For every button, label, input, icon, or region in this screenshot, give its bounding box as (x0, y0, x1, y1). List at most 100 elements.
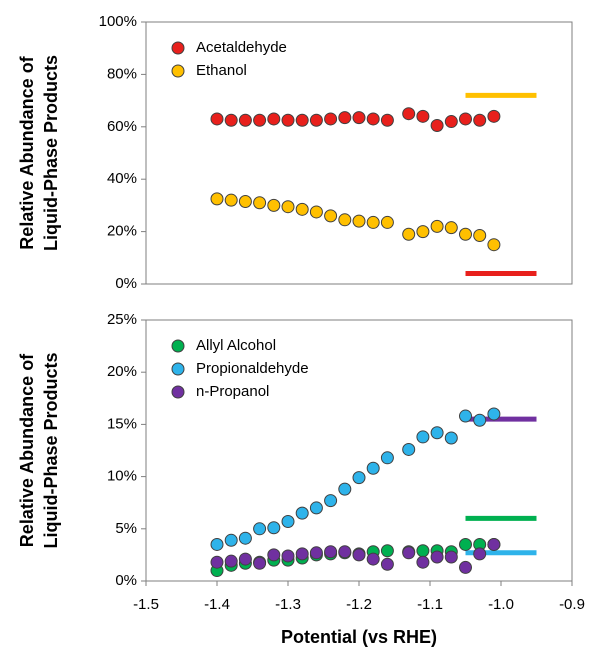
data-point (253, 113, 267, 127)
data-point (487, 407, 501, 421)
data-point (295, 113, 309, 127)
legend-label: Acetaldehyde (196, 39, 287, 56)
data-point (430, 118, 444, 132)
legend-marker (171, 362, 185, 376)
data-point (487, 238, 501, 252)
data-point (402, 227, 416, 241)
data-point (338, 545, 352, 559)
data-point (473, 413, 487, 427)
data-point (267, 198, 281, 212)
data-point (416, 544, 430, 558)
data-point (267, 548, 281, 562)
legend-marker (171, 64, 185, 78)
data-point (444, 550, 458, 564)
data-point (444, 221, 458, 235)
data-point (324, 112, 338, 126)
data-point (238, 552, 252, 566)
y-axis-label: Relative Abundance of (17, 353, 37, 547)
data-point (352, 214, 366, 228)
data-point (253, 556, 267, 570)
data-point (444, 431, 458, 445)
y-tick-label: 60% (107, 118, 137, 135)
data-point (281, 549, 295, 563)
y-tick-label: 100% (99, 13, 137, 30)
data-point (459, 112, 472, 126)
x-tick-label: -1.4 (204, 596, 230, 613)
data-point (473, 547, 487, 561)
data-point (444, 115, 458, 129)
data-point (295, 547, 309, 561)
data-point (281, 113, 295, 127)
data-point (338, 213, 352, 227)
y-tick-label: 15% (107, 415, 137, 432)
data-point (238, 194, 252, 208)
data-point (281, 200, 295, 214)
data-point (366, 552, 380, 566)
x-tick-label: -1.0 (488, 596, 514, 613)
legend-marker (171, 385, 185, 399)
legend-label: Ethanol (196, 62, 247, 79)
data-point (430, 426, 444, 440)
data-point (416, 430, 430, 444)
legend-marker (171, 41, 185, 55)
legend-marker (171, 339, 185, 353)
data-point (459, 560, 472, 574)
x-tick-label: -1.3 (275, 596, 301, 613)
data-point (309, 546, 323, 560)
data-point (430, 219, 444, 233)
data-point (402, 442, 416, 456)
data-point (267, 521, 281, 535)
data-point (253, 196, 267, 210)
x-tick-label: -1.5 (133, 596, 159, 613)
legend-label: n-Propanol (196, 383, 269, 400)
x-tick-label: -1.2 (346, 596, 372, 613)
y-axis-label: Liquid-Phase Products (41, 352, 61, 548)
x-tick-label: -0.9 (559, 596, 585, 613)
data-point (459, 409, 472, 423)
y-tick-label: 5% (115, 520, 137, 537)
plot-frame (145, 21, 573, 285)
data-point (324, 209, 338, 223)
data-point (416, 555, 430, 569)
data-point (224, 554, 238, 568)
y-tick-label: 10% (107, 468, 137, 485)
data-point (487, 537, 501, 551)
data-point (338, 111, 352, 125)
data-point (352, 471, 366, 485)
y-axis-label: Liquid-Phase Products (41, 55, 61, 251)
y-tick-label: 0% (115, 572, 137, 589)
data-point (210, 537, 224, 551)
data-point (210, 112, 224, 126)
data-point (281, 514, 295, 528)
data-point (487, 109, 501, 123)
data-point (459, 537, 472, 551)
y-tick-label: 20% (107, 363, 137, 380)
y-tick-label: 80% (107, 65, 137, 82)
data-point (238, 531, 252, 545)
data-point (380, 544, 394, 558)
data-point (238, 113, 252, 127)
data-point (416, 109, 430, 123)
data-point (309, 501, 323, 515)
data-point (224, 193, 238, 207)
data-point (380, 215, 394, 229)
data-point (352, 548, 366, 562)
y-axis-label: Relative Abundance of (17, 55, 37, 249)
data-point (366, 112, 380, 126)
data-point (352, 111, 366, 125)
data-point (210, 555, 224, 569)
x-axis-label: Potential (vs RHE) (281, 627, 437, 647)
y-tick-label: 20% (107, 223, 137, 240)
data-point (380, 557, 394, 571)
data-point (366, 215, 380, 229)
data-point (430, 550, 444, 564)
x-tick-label: -1.1 (417, 596, 443, 613)
data-point (224, 533, 238, 547)
data-point (295, 506, 309, 520)
data-point (253, 522, 267, 536)
data-point (309, 113, 323, 127)
data-point (459, 227, 472, 241)
data-point (416, 225, 430, 239)
